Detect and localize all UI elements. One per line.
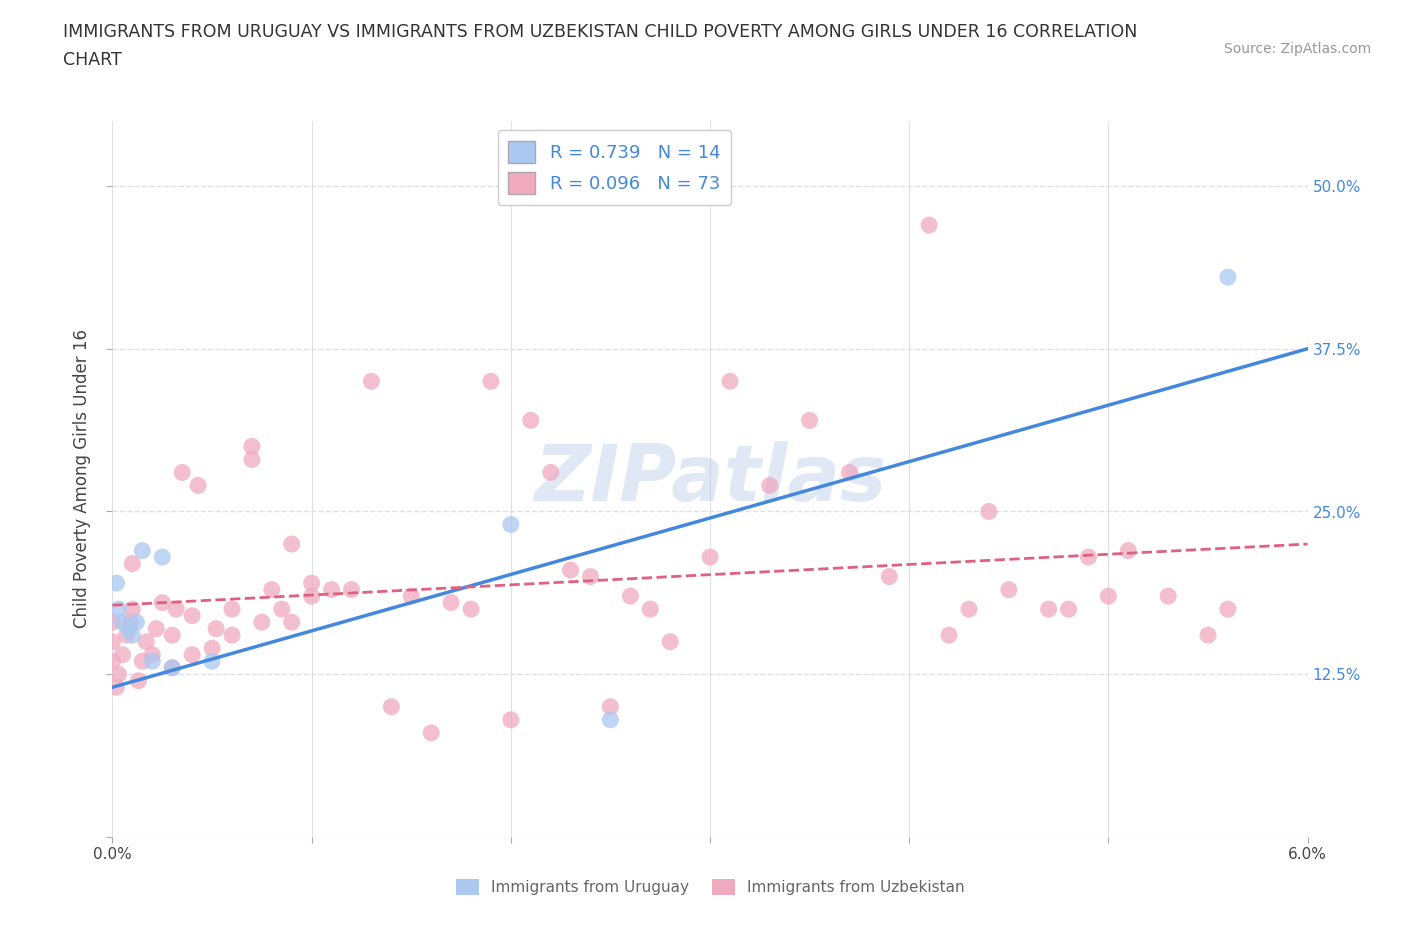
Point <box>115 628 138 643</box>
Point <box>221 602 243 617</box>
Point <box>107 667 129 682</box>
Point <box>107 602 129 617</box>
Point <box>420 725 443 740</box>
Point <box>162 660 183 675</box>
Point <box>121 628 143 643</box>
Point <box>918 218 941 232</box>
Point <box>162 628 183 643</box>
Point <box>205 621 228 636</box>
Point <box>111 615 134 630</box>
Point <box>117 621 139 636</box>
Point <box>181 647 204 662</box>
Point <box>759 478 782 493</box>
Text: Source: ZipAtlas.com: Source: ZipAtlas.com <box>1223 42 1371 56</box>
Point <box>270 602 292 617</box>
Point <box>520 413 543 428</box>
Point <box>101 654 124 669</box>
Point <box>838 465 860 480</box>
Point <box>718 374 741 389</box>
Point <box>172 465 194 480</box>
Point <box>150 595 173 610</box>
Point <box>1077 550 1099 565</box>
Point <box>479 374 502 389</box>
Point <box>301 576 323 591</box>
Point <box>380 699 402 714</box>
Point <box>1216 270 1239 285</box>
Point <box>938 628 960 643</box>
Point <box>131 654 153 669</box>
Point <box>201 654 224 669</box>
Point <box>240 439 263 454</box>
Legend: Immigrants from Uruguay, Immigrants from Uzbekistan: Immigrants from Uruguay, Immigrants from… <box>450 872 970 901</box>
Point <box>201 641 224 656</box>
Point <box>105 576 128 591</box>
Text: IMMIGRANTS FROM URUGUAY VS IMMIGRANTS FROM UZBEKISTAN CHILD POVERTY AMONG GIRLS : IMMIGRANTS FROM URUGUAY VS IMMIGRANTS FR… <box>63 23 1137 41</box>
Point <box>877 569 901 584</box>
Point <box>977 504 1000 519</box>
Point <box>360 374 382 389</box>
Point <box>105 680 128 695</box>
Point <box>240 452 263 467</box>
Point <box>125 615 148 630</box>
Point <box>599 712 621 727</box>
Point <box>121 556 143 571</box>
Point <box>281 537 304 551</box>
Point <box>560 563 582 578</box>
Text: ZIPatlas: ZIPatlas <box>534 441 886 517</box>
Point <box>260 582 283 597</box>
Point <box>150 550 173 565</box>
Point <box>187 478 209 493</box>
Point <box>699 550 721 565</box>
Point <box>579 569 602 584</box>
Point <box>165 602 187 617</box>
Point <box>799 413 821 428</box>
Point <box>301 589 323 604</box>
Point <box>120 615 142 630</box>
Point <box>1038 602 1060 617</box>
Point <box>101 615 124 630</box>
Point <box>599 699 621 714</box>
Point <box>135 634 157 649</box>
Point <box>499 517 522 532</box>
Y-axis label: Child Poverty Among Girls Under 16: Child Poverty Among Girls Under 16 <box>73 329 91 629</box>
Point <box>1118 543 1140 558</box>
Point <box>121 602 143 617</box>
Point <box>1097 589 1119 604</box>
Point <box>131 543 153 558</box>
Point <box>1157 589 1180 604</box>
Point <box>440 595 463 610</box>
Point <box>619 589 641 604</box>
Point <box>181 608 204 623</box>
Point <box>640 602 662 617</box>
Point <box>250 615 273 630</box>
Point <box>659 634 682 649</box>
Text: CHART: CHART <box>63 51 122 69</box>
Point <box>141 654 163 669</box>
Point <box>460 602 482 617</box>
Point <box>321 582 343 597</box>
Point <box>957 602 980 617</box>
Point <box>1216 602 1239 617</box>
Point <box>127 673 149 688</box>
Point <box>401 589 423 604</box>
Point <box>145 621 167 636</box>
Point <box>1057 602 1080 617</box>
Point <box>1197 628 1219 643</box>
Point <box>111 647 134 662</box>
Point <box>281 615 304 630</box>
Point <box>540 465 562 480</box>
Point <box>340 582 363 597</box>
Point <box>101 634 124 649</box>
Point <box>141 647 163 662</box>
Point <box>499 712 522 727</box>
Point <box>998 582 1021 597</box>
Point <box>221 628 243 643</box>
Point <box>162 660 183 675</box>
